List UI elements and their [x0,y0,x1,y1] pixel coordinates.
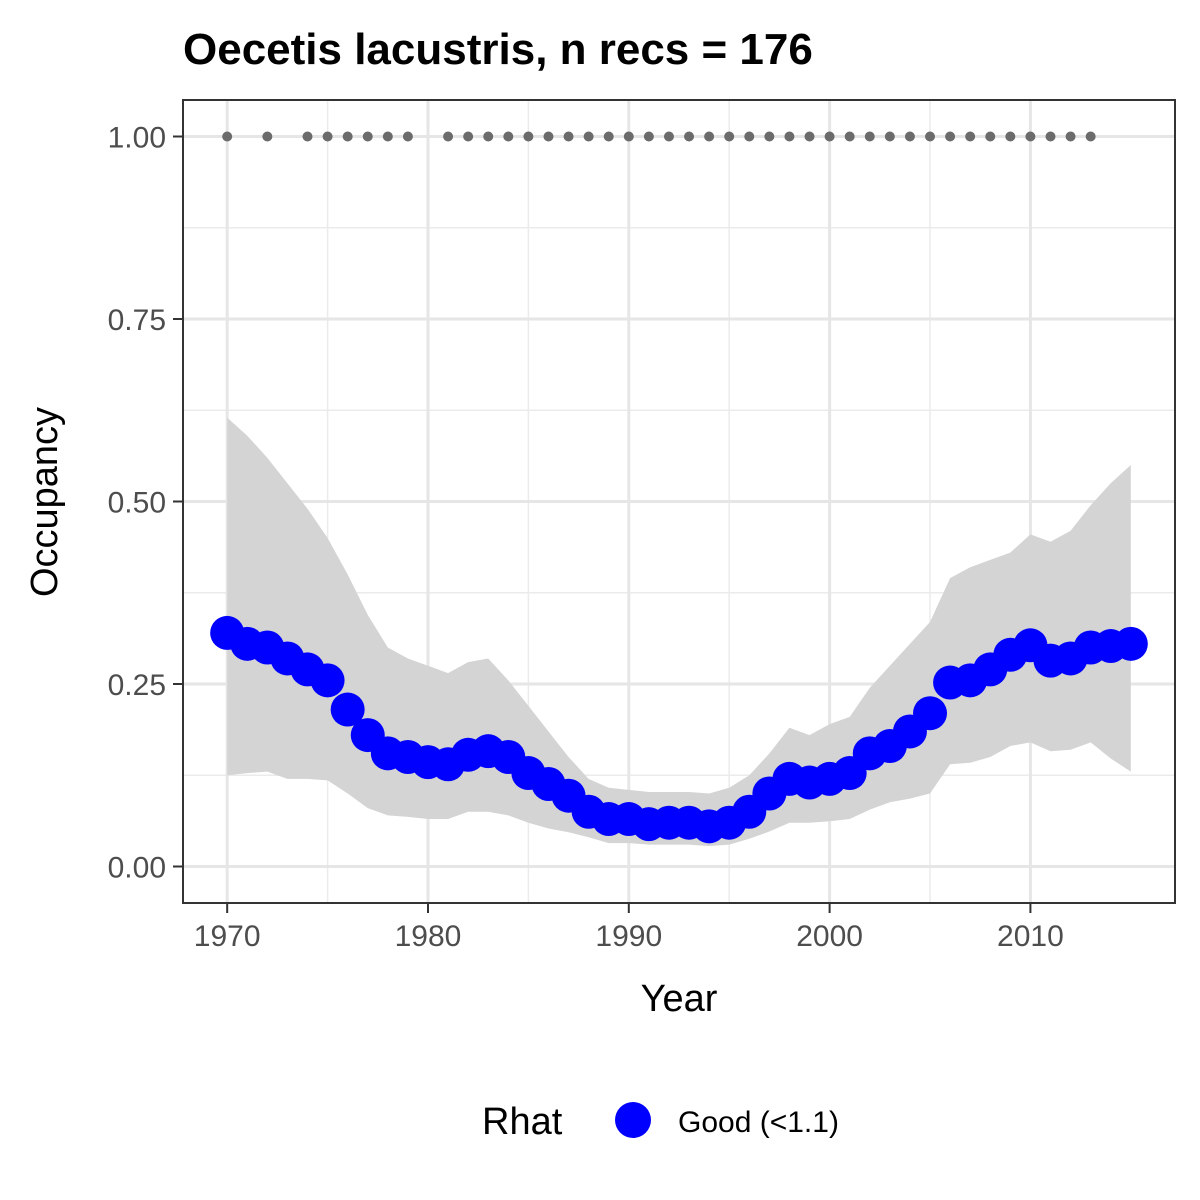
x-tick-label: 1990 [595,920,662,953]
record-year-point [463,131,474,142]
record-year-point [362,131,373,142]
record-year-point [1065,131,1076,142]
occupancy-point [330,692,365,727]
record-year-point [382,131,393,142]
record-year-point [704,131,715,142]
legend: Rhat Good (<1.1) [482,1101,839,1143]
record-year-point [643,131,654,142]
x-tick-label: 1970 [194,920,261,953]
record-year-point [663,131,674,142]
y-tick-label: 0.75 [108,304,166,337]
record-year-points [222,131,1096,142]
record-year-point [623,131,634,142]
record-year-point [764,131,775,142]
record-year-point [784,131,795,142]
y-axis-title: Occupancy [24,407,66,597]
record-year-point [985,131,996,142]
record-year-point [1085,131,1096,142]
legend-key-good [615,1102,651,1138]
record-year-point [965,131,976,142]
x-tick-label: 1980 [395,920,462,953]
axes: 1970 1980 1990 2000 2010 0.00 0.25 0.50 0.75 1.00 [108,122,1064,954]
occupancy-point [310,663,345,698]
chart-title: Oecetis lacustris, n recs = 176 [183,25,813,74]
x-tick-label: 2010 [997,920,1064,953]
record-year-point [1005,131,1016,142]
y-tick-label: 1.00 [108,122,166,155]
occupancy-point [1113,626,1148,661]
record-year-point [342,131,353,142]
record-year-point [1045,131,1056,142]
credible-interval-area [227,417,1131,847]
record-year-point [262,131,273,142]
record-year-point [744,131,755,142]
record-year-point [925,131,936,142]
record-year-point [684,131,695,142]
record-year-point [483,131,494,142]
record-year-point [844,131,855,142]
record-year-point [402,131,413,142]
record-year-point [603,131,614,142]
occupancy-points [210,615,1148,844]
record-year-point [904,131,915,142]
y-tick-label: 0.00 [108,852,166,885]
legend-title: Rhat [482,1101,563,1143]
y-tick-label: 0.25 [108,669,166,702]
record-year-point [724,131,735,142]
record-year-point [523,131,534,142]
record-year-point [543,131,554,142]
record-year-point [1025,131,1036,142]
record-year-point [884,131,895,142]
record-year-point [322,131,333,142]
record-year-point [824,131,835,142]
record-year-point [945,131,956,142]
record-year-point [583,131,594,142]
y-tick-label: 0.50 [108,487,166,520]
record-year-point [443,131,454,142]
record-year-point [864,131,875,142]
credible-interval-band [227,417,1131,847]
record-year-point [222,131,233,142]
record-year-point [563,131,574,142]
occupancy-point [913,696,948,731]
record-year-point [804,131,815,142]
record-year-point [503,131,514,142]
legend-label-good: Good (<1.1) [678,1106,839,1139]
record-year-point [302,131,313,142]
x-tick-label: 2000 [796,920,863,953]
x-axis-title: Year [641,978,718,1020]
